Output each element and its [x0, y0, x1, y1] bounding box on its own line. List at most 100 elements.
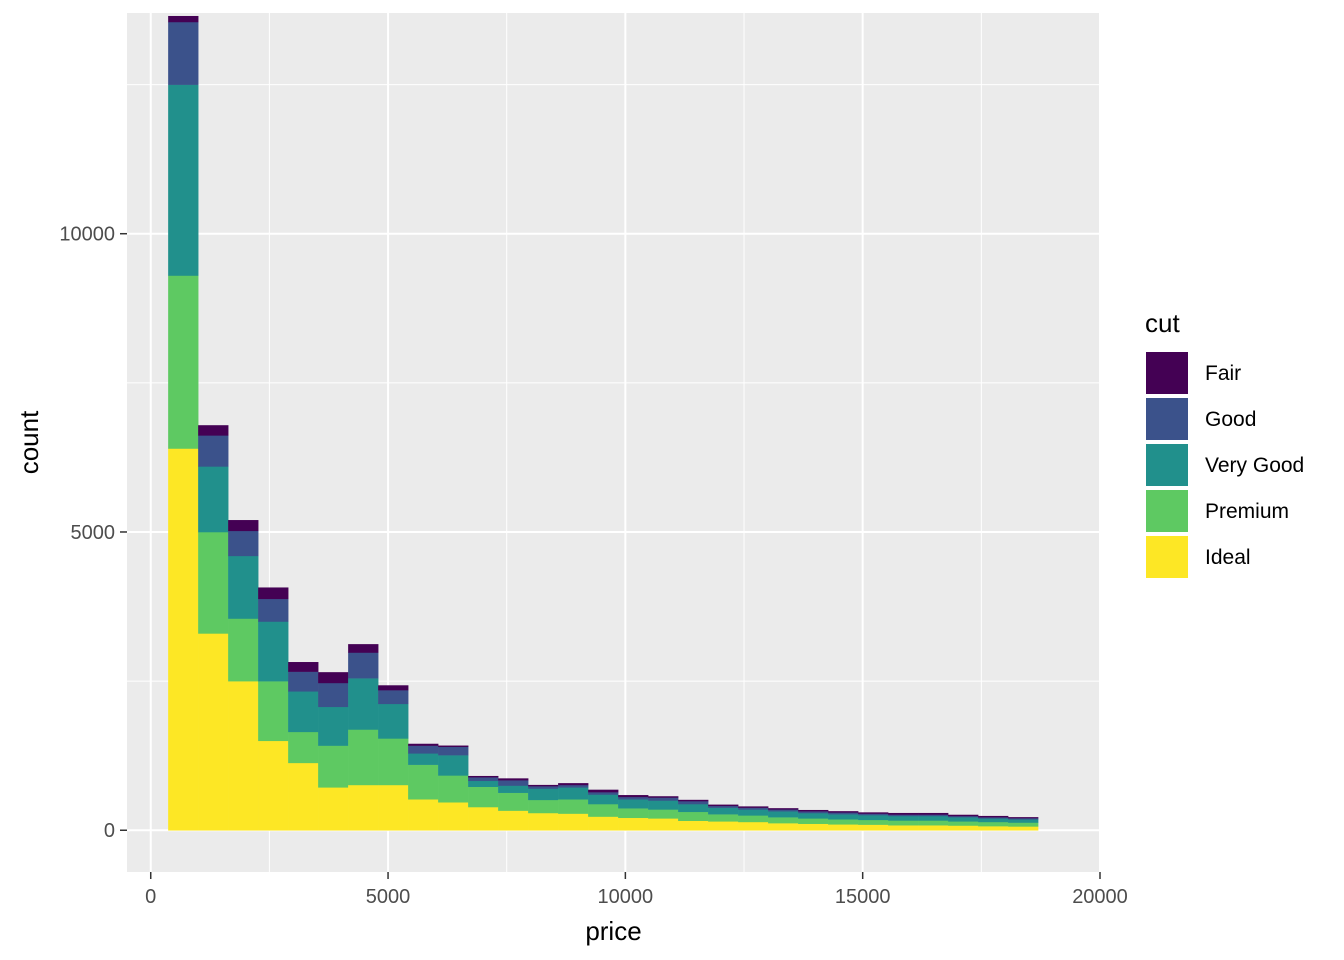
bar-good: [618, 796, 649, 800]
bar-very-good: [978, 818, 1009, 823]
bar-very-good: [588, 794, 619, 805]
bar-good: [528, 786, 559, 789]
bar-ideal: [228, 681, 259, 831]
legend-key-ideal: [1144, 534, 1190, 580]
bar-fair: [228, 520, 259, 532]
bar-ideal: [648, 818, 679, 831]
bar-premium: [288, 731, 319, 764]
bar-premium: [768, 817, 799, 824]
bar-good: [198, 435, 229, 467]
bar-very-good: [408, 753, 439, 765]
bar-very-good: [768, 811, 799, 818]
bar-premium: [408, 764, 439, 800]
bar-ideal: [678, 820, 709, 831]
bar-very-good: [498, 785, 529, 793]
bar-fair: [648, 796, 679, 798]
bar-ideal: [708, 821, 739, 831]
y-axis-title: count: [14, 410, 44, 474]
bar-ideal: [288, 762, 319, 831]
bar-ideal: [588, 816, 619, 831]
bar-premium: [648, 809, 679, 819]
bar-premium: [438, 775, 469, 803]
minor-gridlines: [127, 13, 1100, 872]
bar-very-good: [438, 755, 469, 776]
bar-ideal: [378, 784, 409, 831]
bar-premium: [708, 814, 739, 822]
bar-good: [378, 690, 409, 705]
bar-very-good: [378, 703, 409, 739]
bar-good: [438, 746, 469, 756]
bar-good: [1008, 818, 1039, 820]
major-gridlines: [127, 13, 1101, 872]
bar-very-good: [288, 691, 319, 733]
bar-ideal: [558, 813, 589, 831]
bar-premium: [528, 799, 559, 814]
bar-premium: [888, 820, 919, 826]
bar-ideal: [498, 810, 529, 831]
bar-ideal: [618, 817, 649, 831]
bar-fair: [978, 815, 1009, 818]
bar-ideal: [858, 824, 889, 831]
legend-key-premium: [1144, 488, 1190, 534]
bar-premium: [468, 786, 499, 808]
bar-very-good: [318, 706, 349, 746]
legend-label: Ideal: [1205, 546, 1251, 569]
bar-good: [798, 811, 829, 814]
bar-ideal: [318, 787, 349, 831]
legend-key-fair: [1144, 350, 1190, 396]
bar-ideal: [888, 825, 919, 831]
x-tick-label: 5000: [366, 886, 411, 908]
bar-good: [168, 21, 199, 85]
bar-ideal: [168, 448, 199, 831]
bar-ideal: [768, 823, 799, 831]
bar-very-good: [228, 555, 259, 619]
bar-fair: [348, 644, 379, 653]
bar-good: [258, 598, 289, 622]
bar-good: [858, 813, 889, 816]
bar-premium: [918, 820, 949, 826]
bar-very-good: [528, 788, 559, 801]
bar-premium: [738, 815, 769, 823]
bar-premium: [318, 745, 349, 788]
bar-very-good: [858, 815, 889, 821]
bar-very-good: [618, 799, 649, 809]
bar-fair: [168, 15, 199, 23]
bar-good: [828, 812, 859, 815]
bar-fair: [798, 809, 829, 812]
bar-very-good: [168, 84, 199, 276]
bar-premium: [828, 819, 859, 825]
bar-good: [408, 745, 439, 754]
bar-premium: [948, 821, 979, 826]
bar-premium: [678, 811, 709, 821]
bar-very-good: [1008, 819, 1039, 823]
bar-fair: [468, 775, 499, 778]
y-axis: 0 5000 10000: [59, 224, 127, 842]
bar-good: [498, 780, 529, 786]
y-tick-label: 0: [104, 820, 115, 842]
bar-good: [948, 815, 979, 818]
bar-premium: [258, 681, 289, 742]
legend-label: Good: [1205, 408, 1256, 431]
bar-fair: [318, 672, 349, 684]
bar-fair: [858, 812, 889, 814]
bar-good: [318, 682, 349, 708]
legend-key-good: [1144, 396, 1190, 442]
bar-fair: [378, 685, 409, 691]
bar-ideal: [798, 823, 829, 831]
bar-good: [738, 807, 769, 810]
bar-very-good: [708, 807, 739, 815]
bar-good: [888, 814, 919, 817]
bar-premium: [588, 803, 619, 817]
bar-fair: [708, 804, 739, 807]
bar-fair: [678, 799, 709, 802]
bar-very-good: [798, 812, 829, 819]
bar-very-good: [648, 800, 679, 810]
bar-premium: [198, 531, 229, 634]
bar-fair: [528, 784, 559, 787]
bar-fair: [828, 811, 859, 813]
legend: cut Fair Good Very Good Premium Ideal: [1144, 308, 1304, 580]
bar-ideal: [738, 821, 769, 831]
bar-ideal: [828, 824, 859, 831]
bar-fair: [738, 806, 769, 808]
